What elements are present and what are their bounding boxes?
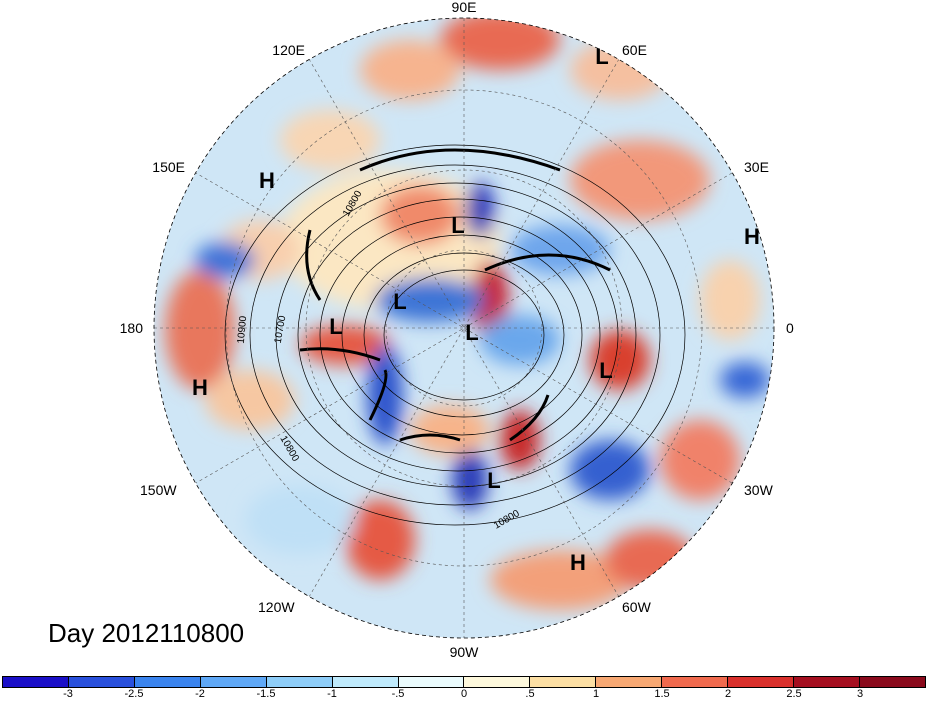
colorbar-tick-label: -2 bbox=[195, 688, 205, 700]
colorbar-tick-label: 0 bbox=[460, 688, 468, 700]
colorbar-tick-label: 3 bbox=[856, 688, 864, 700]
colorbar-swatch bbox=[794, 677, 860, 687]
colorbar-swatch bbox=[728, 677, 795, 687]
colorbar-tick-label: .5 bbox=[525, 688, 535, 700]
geopotential-contours bbox=[224, 144, 686, 526]
lon-label-30w: 30W bbox=[744, 482, 774, 498]
lon-label-90w: 90W bbox=[450, 644, 480, 660]
anomaly-field bbox=[154, 18, 774, 638]
colorbar-swatch bbox=[200, 677, 267, 687]
colorbar-swatch bbox=[332, 677, 399, 687]
colorbar-swatch bbox=[134, 677, 201, 687]
low-center-label: L bbox=[451, 213, 464, 238]
low-center-label: L bbox=[595, 44, 608, 69]
colorbar-tick-label: -2.5 bbox=[124, 688, 144, 700]
high-center-label: H bbox=[570, 550, 586, 575]
map-boundary bbox=[153, 17, 775, 639]
longitude-labels: 90E 60E 30E 0 30W 60W 90W 120W 150W 180 … bbox=[120, 0, 794, 660]
colorbar-swatch bbox=[3, 677, 69, 687]
jet-contours bbox=[299, 148, 611, 442]
contour-label: 10700 bbox=[273, 314, 289, 344]
colorbar bbox=[2, 676, 926, 688]
colorbar-swatch bbox=[398, 677, 465, 687]
high-center-label: H bbox=[259, 168, 275, 193]
pressure-centers: L L L L L L L H H H H bbox=[192, 44, 760, 575]
colorbar-tick-label: -3 bbox=[63, 688, 73, 700]
lon-label-60w: 60W bbox=[622, 599, 652, 615]
lon-label-90e: 90E bbox=[452, 0, 477, 15]
lon-label-0: 0 bbox=[786, 320, 794, 336]
colorbar-swatch bbox=[662, 677, 729, 687]
graticule bbox=[154, 18, 774, 638]
colorbar-tick-label: 2.5 bbox=[786, 688, 802, 700]
lon-label-150w: 150W bbox=[140, 482, 177, 498]
date-label: Day 2012110800 bbox=[48, 618, 245, 648]
colorbar-swatch bbox=[596, 677, 663, 687]
colorbar-tick-label: 2 bbox=[724, 688, 732, 700]
low-center-label: L bbox=[465, 320, 478, 345]
high-center-label: H bbox=[744, 224, 760, 249]
colorbar-tick-label: 1 bbox=[592, 688, 600, 700]
colorbar-swatch bbox=[266, 677, 333, 687]
high-center-label: H bbox=[192, 375, 208, 400]
colorbar-tick-label: -.5 bbox=[391, 688, 405, 700]
colorbar-tick-label: -1.5 bbox=[256, 688, 276, 700]
low-center-label: L bbox=[599, 358, 612, 383]
low-center-label: L bbox=[487, 468, 500, 493]
lon-label-60e: 60E bbox=[622, 42, 647, 58]
colorbar-tick-label: 1.5 bbox=[654, 688, 670, 700]
colorbar-swatch bbox=[859, 677, 925, 687]
low-center-label: L bbox=[393, 289, 406, 314]
lon-label-120e: 120E bbox=[272, 42, 305, 58]
lon-label-150e: 150E bbox=[152, 159, 185, 175]
low-center-label: L bbox=[329, 314, 342, 339]
contour-label: 10900 bbox=[236, 315, 249, 344]
colorbar-swatch bbox=[464, 677, 531, 687]
colorbar-tick-label: -1 bbox=[327, 688, 337, 700]
colorbar-swatch bbox=[530, 677, 597, 687]
lon-label-30e: 30E bbox=[744, 159, 769, 175]
lon-label-180: 180 bbox=[120, 320, 144, 336]
lon-label-120w: 120W bbox=[258, 599, 295, 615]
colorbar-swatch bbox=[68, 677, 135, 687]
